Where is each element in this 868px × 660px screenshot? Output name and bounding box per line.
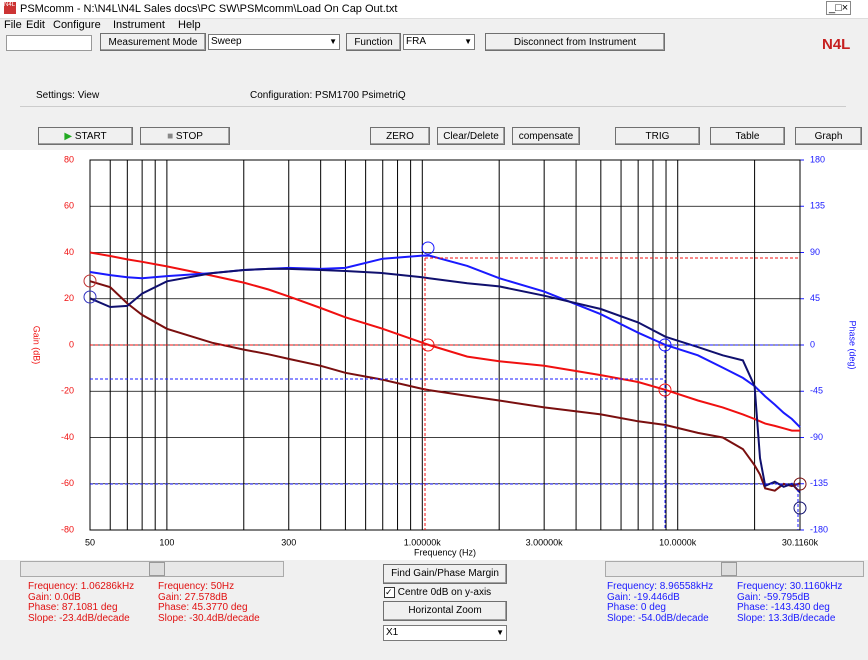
cursor-marker xyxy=(793,477,807,491)
cursor-marker xyxy=(793,501,807,515)
start-button[interactable]: ▶ START xyxy=(38,127,133,145)
button[interactable]: Function xyxy=(346,33,401,51)
chart: Gain (dB) Phase (deg) Frequency (Hz) 50 1… xyxy=(0,150,868,560)
dropdown[interactable]: FRA xyxy=(403,34,475,50)
readout-line: Phase: -143.430 deg xyxy=(737,602,830,613)
menu-item[interactable]: Configure xyxy=(53,19,101,31)
cursor-marker xyxy=(421,338,435,352)
series-line xyxy=(89,251,800,432)
x-tick-label: 10.0000k xyxy=(659,537,697,547)
toolbar-icons[interactable] xyxy=(6,35,92,51)
window-title: PSMcomm - N:\N4L\N4L Sales docs\PC SW\PS… xyxy=(20,3,398,15)
readout-line: Frequency: 50Hz xyxy=(158,581,235,592)
cursor-readout: Frequency: 30.1160kHz Gain: -59.795dB Phas… xyxy=(737,581,843,624)
y-tick-label: 40 xyxy=(64,247,74,257)
button-label: START xyxy=(74,131,107,142)
readout-line: Phase: 87.1081 deg xyxy=(28,602,118,613)
x-tick-label: 100 xyxy=(159,537,174,547)
cursor-marker xyxy=(421,241,435,255)
title-bar: N4L PSMcomm - N:\N4L\N4L Sales docs\PC S… xyxy=(0,0,868,19)
menu-item[interactable]: File xyxy=(4,19,22,31)
dropdown[interactable]: Sweep xyxy=(208,34,340,50)
button[interactable]: Find Gain/Phase Margin xyxy=(383,564,507,584)
menu-item[interactable]: Instrument xyxy=(113,19,165,31)
button[interactable]: Disconnect from Instrument xyxy=(485,33,665,51)
x-tick-label: 30.1160k xyxy=(782,537,819,547)
dropdown[interactable]: X1 xyxy=(383,625,507,641)
button[interactable]: ZERO xyxy=(370,127,430,145)
settings-bar: Settings: View Configuration: PSM1700 Ps… xyxy=(20,84,846,107)
button[interactable]: Measurement Mode xyxy=(100,33,206,51)
readout-line: Frequency: 30.1160kHz xyxy=(737,581,843,592)
cursor-marker xyxy=(658,338,672,352)
y2-tick-label: 45 xyxy=(810,293,820,303)
y-tick-label: -40 xyxy=(61,432,74,442)
y-tick-label: 0 xyxy=(69,339,74,349)
cursor-readout: Frequency: 1.06286kHz Gain: 0.0dB Phase: 8… xyxy=(28,581,135,624)
cursor-readout: Frequency: 8.96558kHz Gain: -19.446dB Phas… xyxy=(607,581,714,624)
readout-line: Frequency: 8.96558kHz xyxy=(607,581,714,592)
readout-line: Gain: -19.446dB xyxy=(607,591,680,603)
cursor-marker xyxy=(83,274,97,288)
readout-line: Gain: 0.0dB xyxy=(28,591,81,603)
menu-item[interactable]: Help xyxy=(178,19,201,31)
button[interactable]: Horizontal Zoom xyxy=(383,601,507,621)
x-tick-label: 1.00000k xyxy=(404,537,442,547)
x-tick-label: 50 xyxy=(85,537,95,547)
y2-axis-label: Phase (deg) xyxy=(848,320,858,369)
button[interactable]: Table xyxy=(710,127,785,145)
y-tick-label: 60 xyxy=(64,201,74,211)
y-axis-label: Gain (dB) xyxy=(32,326,42,365)
configuration: Configuration: PSM1700 PsimetriQ xyxy=(250,90,406,101)
readout-line: Slope: -54.0dB/decade xyxy=(607,612,709,624)
readout-line: Phase: 45.3770 deg xyxy=(158,602,248,613)
button[interactable]: TRIG xyxy=(615,127,700,145)
y2-tick-label: -90 xyxy=(810,432,823,442)
x-axis-label: Frequency (Hz) xyxy=(414,547,476,557)
readout-line: Gain: 27.578dB xyxy=(158,591,228,603)
button[interactable]: Graph xyxy=(795,127,862,145)
y2-tick-label: 135 xyxy=(810,201,825,211)
y-tick-label: 20 xyxy=(64,293,74,303)
y2-tick-label: -45 xyxy=(810,386,823,396)
menu-item[interactable]: Edit xyxy=(26,19,45,31)
checkbox[interactable]: ✓ Centre 0dB on y-axis xyxy=(384,587,492,598)
button-label: STOP xyxy=(175,131,203,142)
cursor-marker xyxy=(83,290,97,304)
y-tick-label: -60 xyxy=(61,478,74,488)
readout-line: Slope: 13.3dB/decade xyxy=(737,612,836,624)
checkbox-label: Centre 0dB on y-axis xyxy=(397,587,492,598)
settings-view: Settings: View xyxy=(36,90,100,101)
scrollbar[interactable] xyxy=(20,561,284,577)
cursor-readout: Frequency: 50Hz Gain: 27.578dB Phase: 45.3… xyxy=(158,581,260,624)
window-controls[interactable]: _□× xyxy=(826,1,852,15)
y2-tick-label: 90 xyxy=(810,247,820,257)
y2-tick-label: -180 xyxy=(810,524,828,534)
button[interactable]: compensate xyxy=(512,127,580,145)
app-icon: N4L xyxy=(4,2,16,14)
scrollbar[interactable] xyxy=(605,561,864,577)
button[interactable]: Clear/Delete xyxy=(437,127,505,145)
readout-line: Phase: 0 deg xyxy=(607,602,666,613)
series-line xyxy=(89,267,801,494)
y-tick-label: -80 xyxy=(61,524,74,534)
series-line xyxy=(89,280,801,492)
stop-button[interactable]: ■ STOP xyxy=(140,127,230,145)
y-tick-label: 80 xyxy=(64,154,74,164)
readout-line: Slope: -23.4dB/decade xyxy=(28,612,130,624)
readout-line: Slope: -30.4dB/decade xyxy=(158,612,260,624)
y-tick-label: -20 xyxy=(61,386,74,396)
logo: N4L xyxy=(822,36,851,53)
y2-tick-label: 180 xyxy=(810,154,825,164)
readout-line: Gain: -59.795dB xyxy=(737,591,810,603)
y2-tick-label: 0 xyxy=(810,339,815,349)
x-tick-label: 300 xyxy=(281,537,296,547)
cursor-marker xyxy=(658,383,672,397)
x-tick-label: 3.00000k xyxy=(526,537,564,547)
readout-line: Frequency: 1.06286kHz xyxy=(28,581,135,592)
y2-tick-label: -135 xyxy=(810,478,828,488)
